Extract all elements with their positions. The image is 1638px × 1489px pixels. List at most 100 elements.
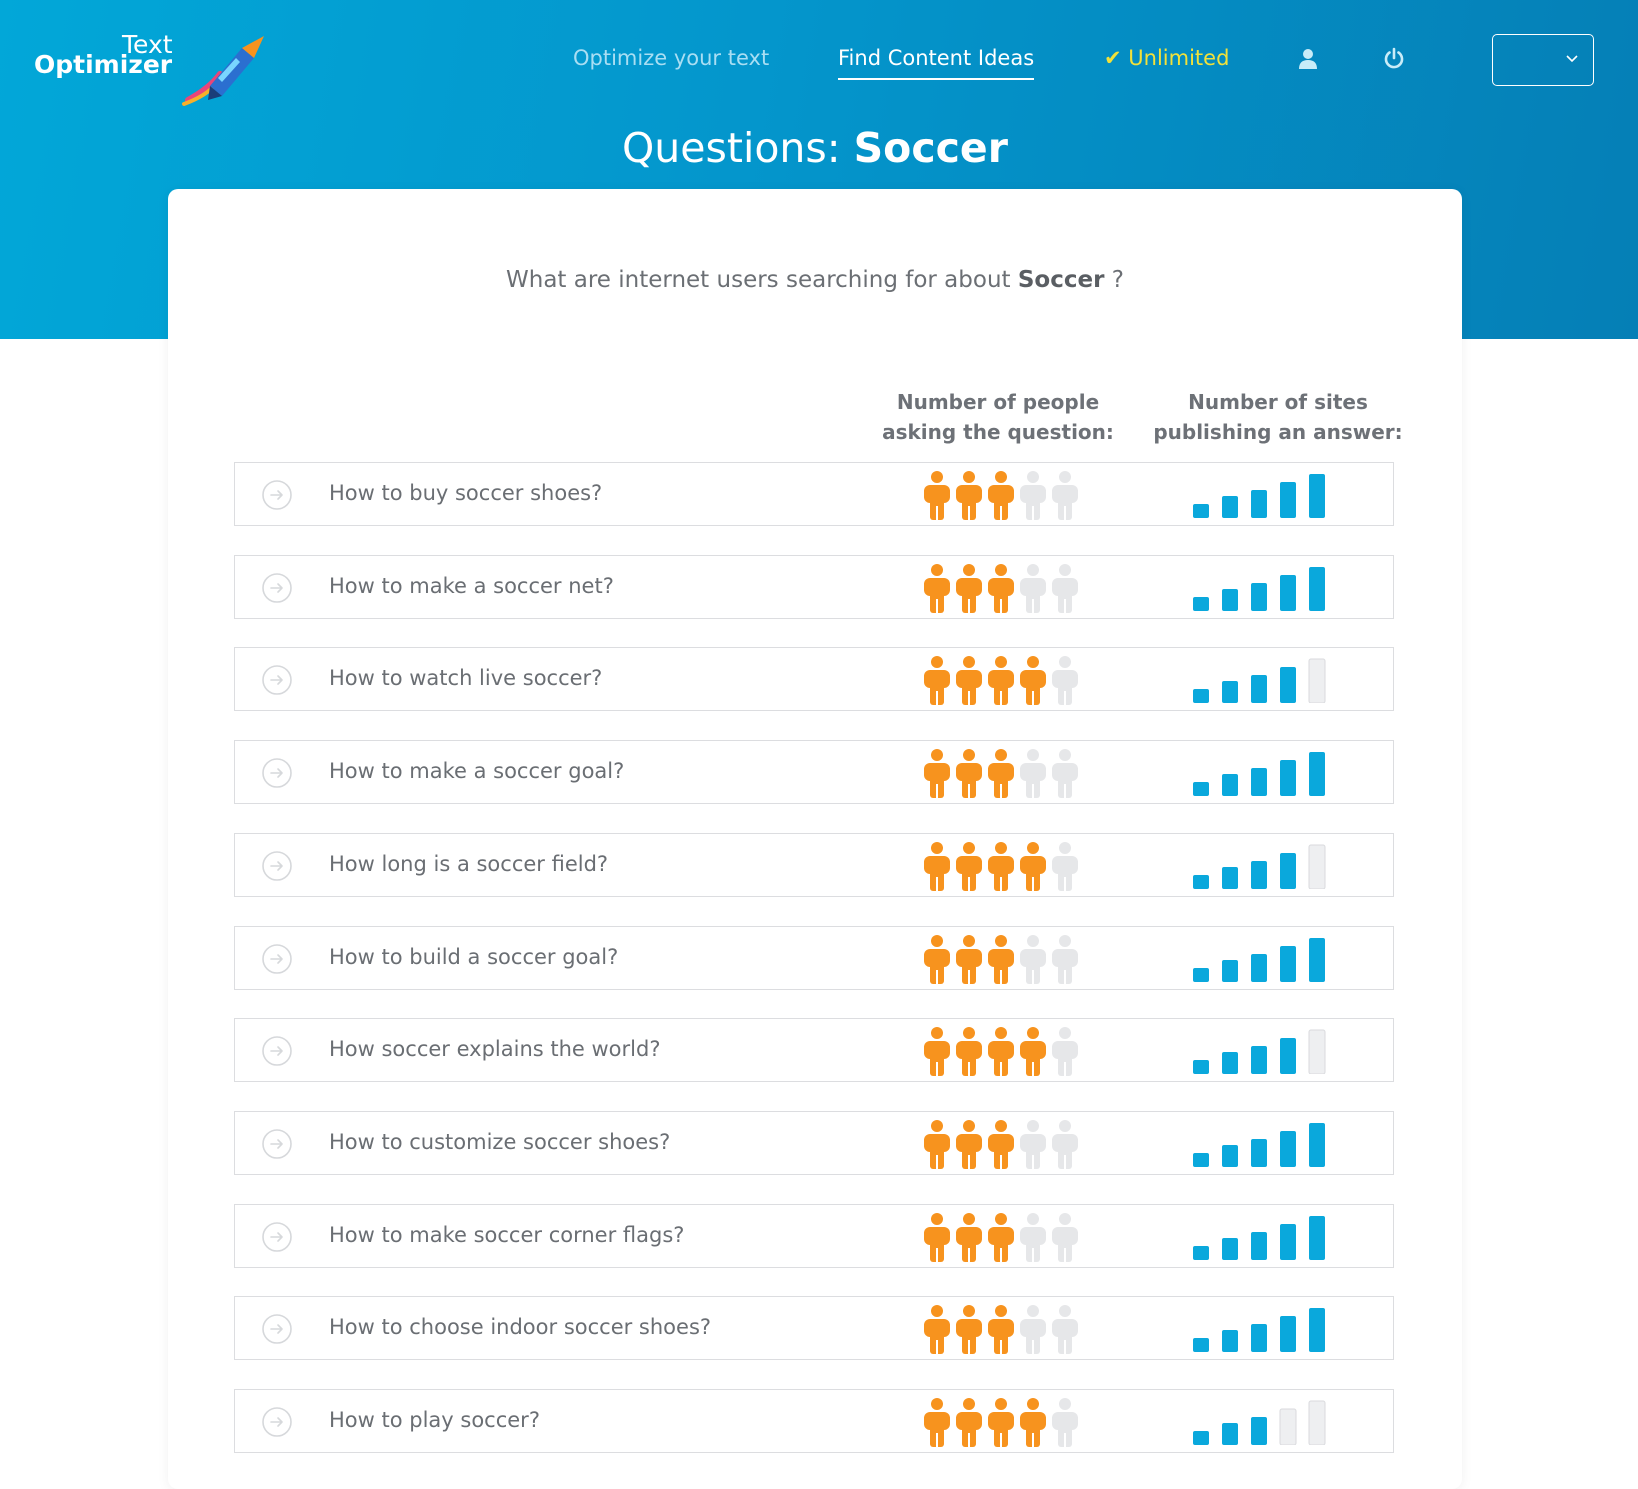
signal-bar [1193,1060,1209,1074]
question-row[interactable]: How to buy soccer shoes? [234,462,1394,526]
person-icon [1020,1398,1046,1447]
person-icon [924,935,950,984]
person-icon [1020,1305,1046,1354]
unlimited-badge[interactable]: ✔ Unlimited [1104,46,1230,70]
person-icon [956,842,982,891]
signal-bar [1193,597,1209,611]
signal-bar [1222,681,1238,703]
signal-bar [1193,1431,1209,1445]
question-row[interactable]: How to watch live soccer? [234,647,1394,711]
person-icon [1052,935,1078,984]
question-row[interactable]: How to choose indoor soccer shoes? [234,1296,1394,1360]
sites-signal-bars [1193,752,1325,796]
signal-bar [1309,1123,1325,1167]
sites-signal-bars [1193,1400,1326,1445]
question-row[interactable]: How soccer explains the world? [234,1018,1394,1082]
subtitle-suffix: ? [1104,267,1124,293]
person-icon [1052,1027,1078,1076]
signal-bar [1280,1131,1296,1167]
people-rating [924,842,1078,891]
signal-bar [1280,1224,1296,1260]
signal-bar [1279,1408,1297,1445]
arrow-right-circle-icon[interactable] [261,757,293,789]
arrow-right-circle-icon[interactable] [261,1128,293,1160]
signal-bar [1251,1417,1267,1445]
column-header-sites-line2: publishing an answer: [1153,420,1403,444]
user-icon[interactable] [1296,47,1320,71]
signal-bar [1251,1139,1267,1167]
person-icon [1052,1305,1078,1354]
nav-find-content-ideas[interactable]: Find Content Ideas [838,46,1035,80]
signal-bar [1251,1232,1267,1260]
arrow-right-circle-icon[interactable] [261,479,293,511]
power-icon[interactable] [1382,47,1406,71]
signal-bar [1193,1338,1209,1352]
signal-bar [1309,1308,1325,1352]
arrow-right-circle-icon[interactable] [261,1406,293,1438]
person-icon [988,1120,1014,1169]
person-icon [1020,1213,1046,1262]
column-header-people-line2: asking the question: [882,420,1114,444]
text-optimizer-logo[interactable]: Text Optimizer [34,28,264,106]
arrow-right-circle-icon[interactable] [261,850,293,882]
arrow-right-circle-icon[interactable] [261,1313,293,1345]
person-icon [956,1027,982,1076]
signal-bar [1251,861,1267,889]
signal-bar [1309,1216,1325,1260]
signal-bar [1251,1324,1267,1352]
arrow-right-circle-icon[interactable] [261,1035,293,1067]
question-text: How long is a soccer field? [329,852,609,876]
signal-bar [1222,589,1238,611]
nav-find-content-ideas-label: Find Content Ideas [838,46,1035,70]
person-icon [988,935,1014,984]
person-icon [1052,749,1078,798]
person-icon [1020,842,1046,891]
signal-bar [1222,1238,1238,1260]
person-icon [1020,656,1046,705]
signal-bar [1280,760,1296,796]
signal-bar [1280,1316,1296,1352]
question-text: How to watch live soccer? [329,666,603,690]
page-title-prefix: Questions: [622,124,854,172]
question-row[interactable]: How to build a soccer goal? [234,926,1394,990]
signal-bar [1222,1330,1238,1352]
person-icon [1052,471,1078,520]
people-rating [924,1305,1078,1354]
people-rating [924,1398,1078,1447]
question-row[interactable]: How to play soccer? [234,1389,1394,1453]
question-row[interactable]: How long is a soccer field? [234,833,1394,897]
person-icon [1020,749,1046,798]
person-icon [924,1398,950,1447]
people-rating [924,749,1078,798]
logo-line-1: Text [122,30,173,59]
person-icon [956,749,982,798]
question-row[interactable]: How to make soccer corner flags? [234,1204,1394,1268]
signal-bar [1308,658,1326,703]
person-icon [924,564,950,613]
nav-optimize-your-text[interactable]: Optimize your text [573,46,770,70]
person-icon [956,1120,982,1169]
sites-signal-bars [1193,938,1325,982]
sites-signal-bars [1193,658,1326,703]
active-tab-underline [838,78,1035,80]
signal-bar [1309,567,1325,611]
person-icon [988,1305,1014,1354]
signal-bar [1193,689,1209,703]
arrow-right-circle-icon[interactable] [261,943,293,975]
people-rating [924,1120,1078,1169]
person-icon [924,1305,950,1354]
arrow-right-circle-icon[interactable] [261,664,293,696]
question-text: How to make soccer corner flags? [329,1223,685,1247]
signal-bar [1193,875,1209,889]
sites-signal-bars [1193,1216,1325,1260]
logo-line-2: Optimizer [34,50,173,79]
question-row[interactable]: How to customize soccer shoes? [234,1111,1394,1175]
question-row[interactable]: How to make a soccer net? [234,555,1394,619]
question-row[interactable]: How to make a soccer goal? [234,740,1394,804]
arrow-right-circle-icon[interactable] [261,572,293,604]
arrow-right-circle-icon[interactable] [261,1221,293,1253]
language-select[interactable] [1492,34,1594,86]
person-icon [1020,935,1046,984]
signal-bar [1251,490,1267,518]
signal-bar [1222,1145,1238,1167]
